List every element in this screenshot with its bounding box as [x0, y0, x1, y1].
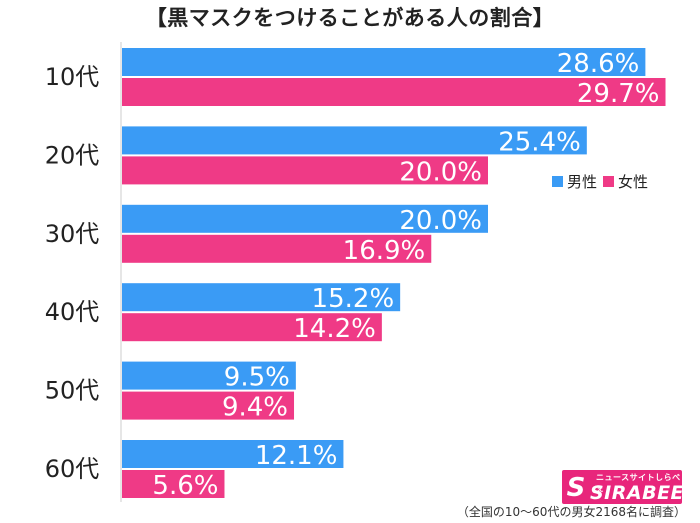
bar-female: [122, 78, 666, 106]
bar-male: [122, 48, 646, 76]
category-label: 10代: [45, 63, 100, 91]
legend-label-female: 女性: [618, 173, 649, 191]
bar-male: [122, 283, 401, 312]
legend: 男性 女性: [552, 171, 649, 192]
data-label-male: 20.0%: [399, 206, 482, 236]
category-label: 20代: [45, 141, 100, 169]
bar-male: [122, 361, 296, 390]
legend-swatch-female: [603, 176, 615, 187]
bar-male: [122, 440, 344, 468]
data-label-female: 14.2%: [293, 314, 376, 344]
category-label: 40代: [45, 298, 100, 326]
brand-name: SIRABEE: [590, 482, 685, 504]
category-label: 50代: [45, 377, 100, 405]
bar-female: [122, 234, 432, 263]
survey-footnote: （全国の10〜60代の男女2168名に調査）: [456, 505, 686, 519]
data-label-male: 9.5%: [224, 363, 290, 393]
data-label-female: 16.9%: [343, 236, 426, 266]
chart-title: 【黒マスクをつけることがある人の割合】: [145, 6, 555, 30]
data-label-female: 29.7%: [577, 79, 660, 109]
bar-male: [122, 204, 488, 233]
data-label-female: 20.0%: [399, 157, 482, 187]
bar-female: [122, 156, 488, 185]
data-label-male: 15.2%: [312, 284, 395, 314]
data-label-male: 25.4%: [498, 127, 581, 157]
brand-subtitle: ニュースサイトしらべぇ: [596, 473, 681, 493]
bar-female: [122, 391, 295, 420]
brand-background: [562, 470, 682, 504]
brand-mark-icon: S: [566, 473, 586, 503]
brand-logo: S ニュースサイトしらべぇ SIRABEE: [562, 470, 685, 506]
data-label-female: 9.4%: [222, 393, 288, 423]
data-label-male: 28.6%: [557, 49, 640, 79]
data-label-female: 5.6%: [152, 471, 218, 501]
bar-male: [122, 126, 587, 155]
legend-swatch-male: [552, 176, 563, 187]
category-label: 30代: [45, 220, 100, 248]
data-label-male: 12.1%: [255, 441, 338, 471]
bar-female: [122, 470, 225, 498]
category-label: 60代: [45, 455, 100, 483]
legend-label-male: 男性: [567, 173, 598, 191]
bar-female: [122, 313, 382, 342]
